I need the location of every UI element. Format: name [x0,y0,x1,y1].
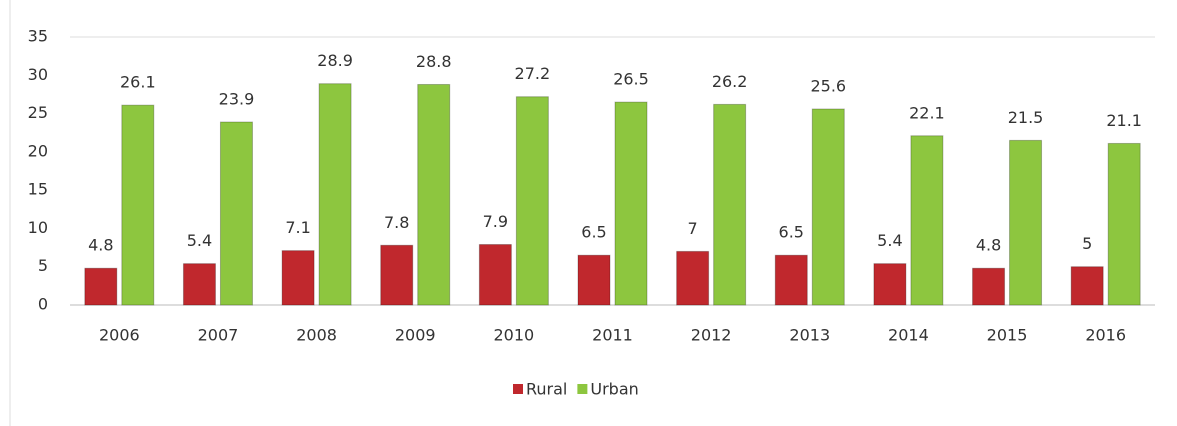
bar [972,267,1006,306]
y-tick-label: 15 [28,180,48,199]
value-label: 5 [1082,234,1092,253]
value-label: 26.2 [712,72,748,91]
x-tick-label: 2006 [99,326,140,345]
value-label: 26.5 [613,70,649,89]
x-tick-label: 2008 [296,326,337,345]
bar [577,254,611,306]
bar [281,250,315,306]
value-label: 6.5 [779,223,804,242]
y-tick-label: 30 [28,65,48,84]
value-label: 28.8 [416,52,452,71]
legend-swatch [513,384,523,394]
value-label: 7.1 [285,218,310,237]
value-label: 25.6 [810,76,846,95]
y-tick-label: 20 [28,141,48,160]
y-tick-label: 10 [28,218,48,237]
legend-label: Urban [590,380,638,399]
bar [515,96,549,306]
x-tick-label: 2014 [888,326,929,345]
bar [182,263,216,306]
bar [676,250,710,306]
bar [1009,139,1043,306]
x-tick-label: 2015 [987,326,1028,345]
bar [1107,142,1141,306]
value-label: 4.8 [976,236,1001,255]
x-tick-label: 2013 [789,326,830,345]
value-label: 7.9 [483,212,508,231]
value-label: 21.1 [1106,111,1142,130]
legend-label: Rural [526,380,567,399]
bar [614,101,648,306]
y-tick-label: 35 [28,27,48,46]
bar [873,263,907,306]
x-tick-label: 2010 [494,326,535,345]
x-tick-label: 2007 [198,326,239,345]
bar [121,104,155,306]
x-tick-label: 2012 [691,326,732,345]
y-tick-label: 0 [38,295,48,314]
bar [478,244,512,306]
bar [84,267,118,306]
x-tick-label: 2016 [1085,326,1126,345]
y-tick-label: 5 [38,256,48,275]
legend-swatch [577,384,588,394]
bar [380,244,414,306]
value-label: 26.1 [120,73,156,92]
y-tick-label: 25 [28,103,48,122]
value-label: 5.4 [877,231,902,250]
bar [219,121,253,306]
bar [713,103,747,306]
value-label: 28.9 [317,51,353,70]
value-label: 7.8 [384,213,409,232]
bar [811,108,845,306]
bar [417,83,451,306]
bar [318,83,352,306]
value-label: 4.8 [88,236,113,255]
value-label: 27.2 [515,64,551,83]
value-label: 21.5 [1008,108,1044,127]
bar [1070,266,1104,306]
value-label: 22.1 [909,103,945,122]
x-tick-label: 2011 [592,326,633,345]
value-label: 7 [688,219,698,238]
bar [774,254,808,306]
value-label: 23.9 [219,89,255,108]
x-tick-label: 2009 [395,326,436,345]
value-label: 5.4 [187,231,212,250]
value-label: 6.5 [581,223,606,242]
bar [910,135,944,306]
